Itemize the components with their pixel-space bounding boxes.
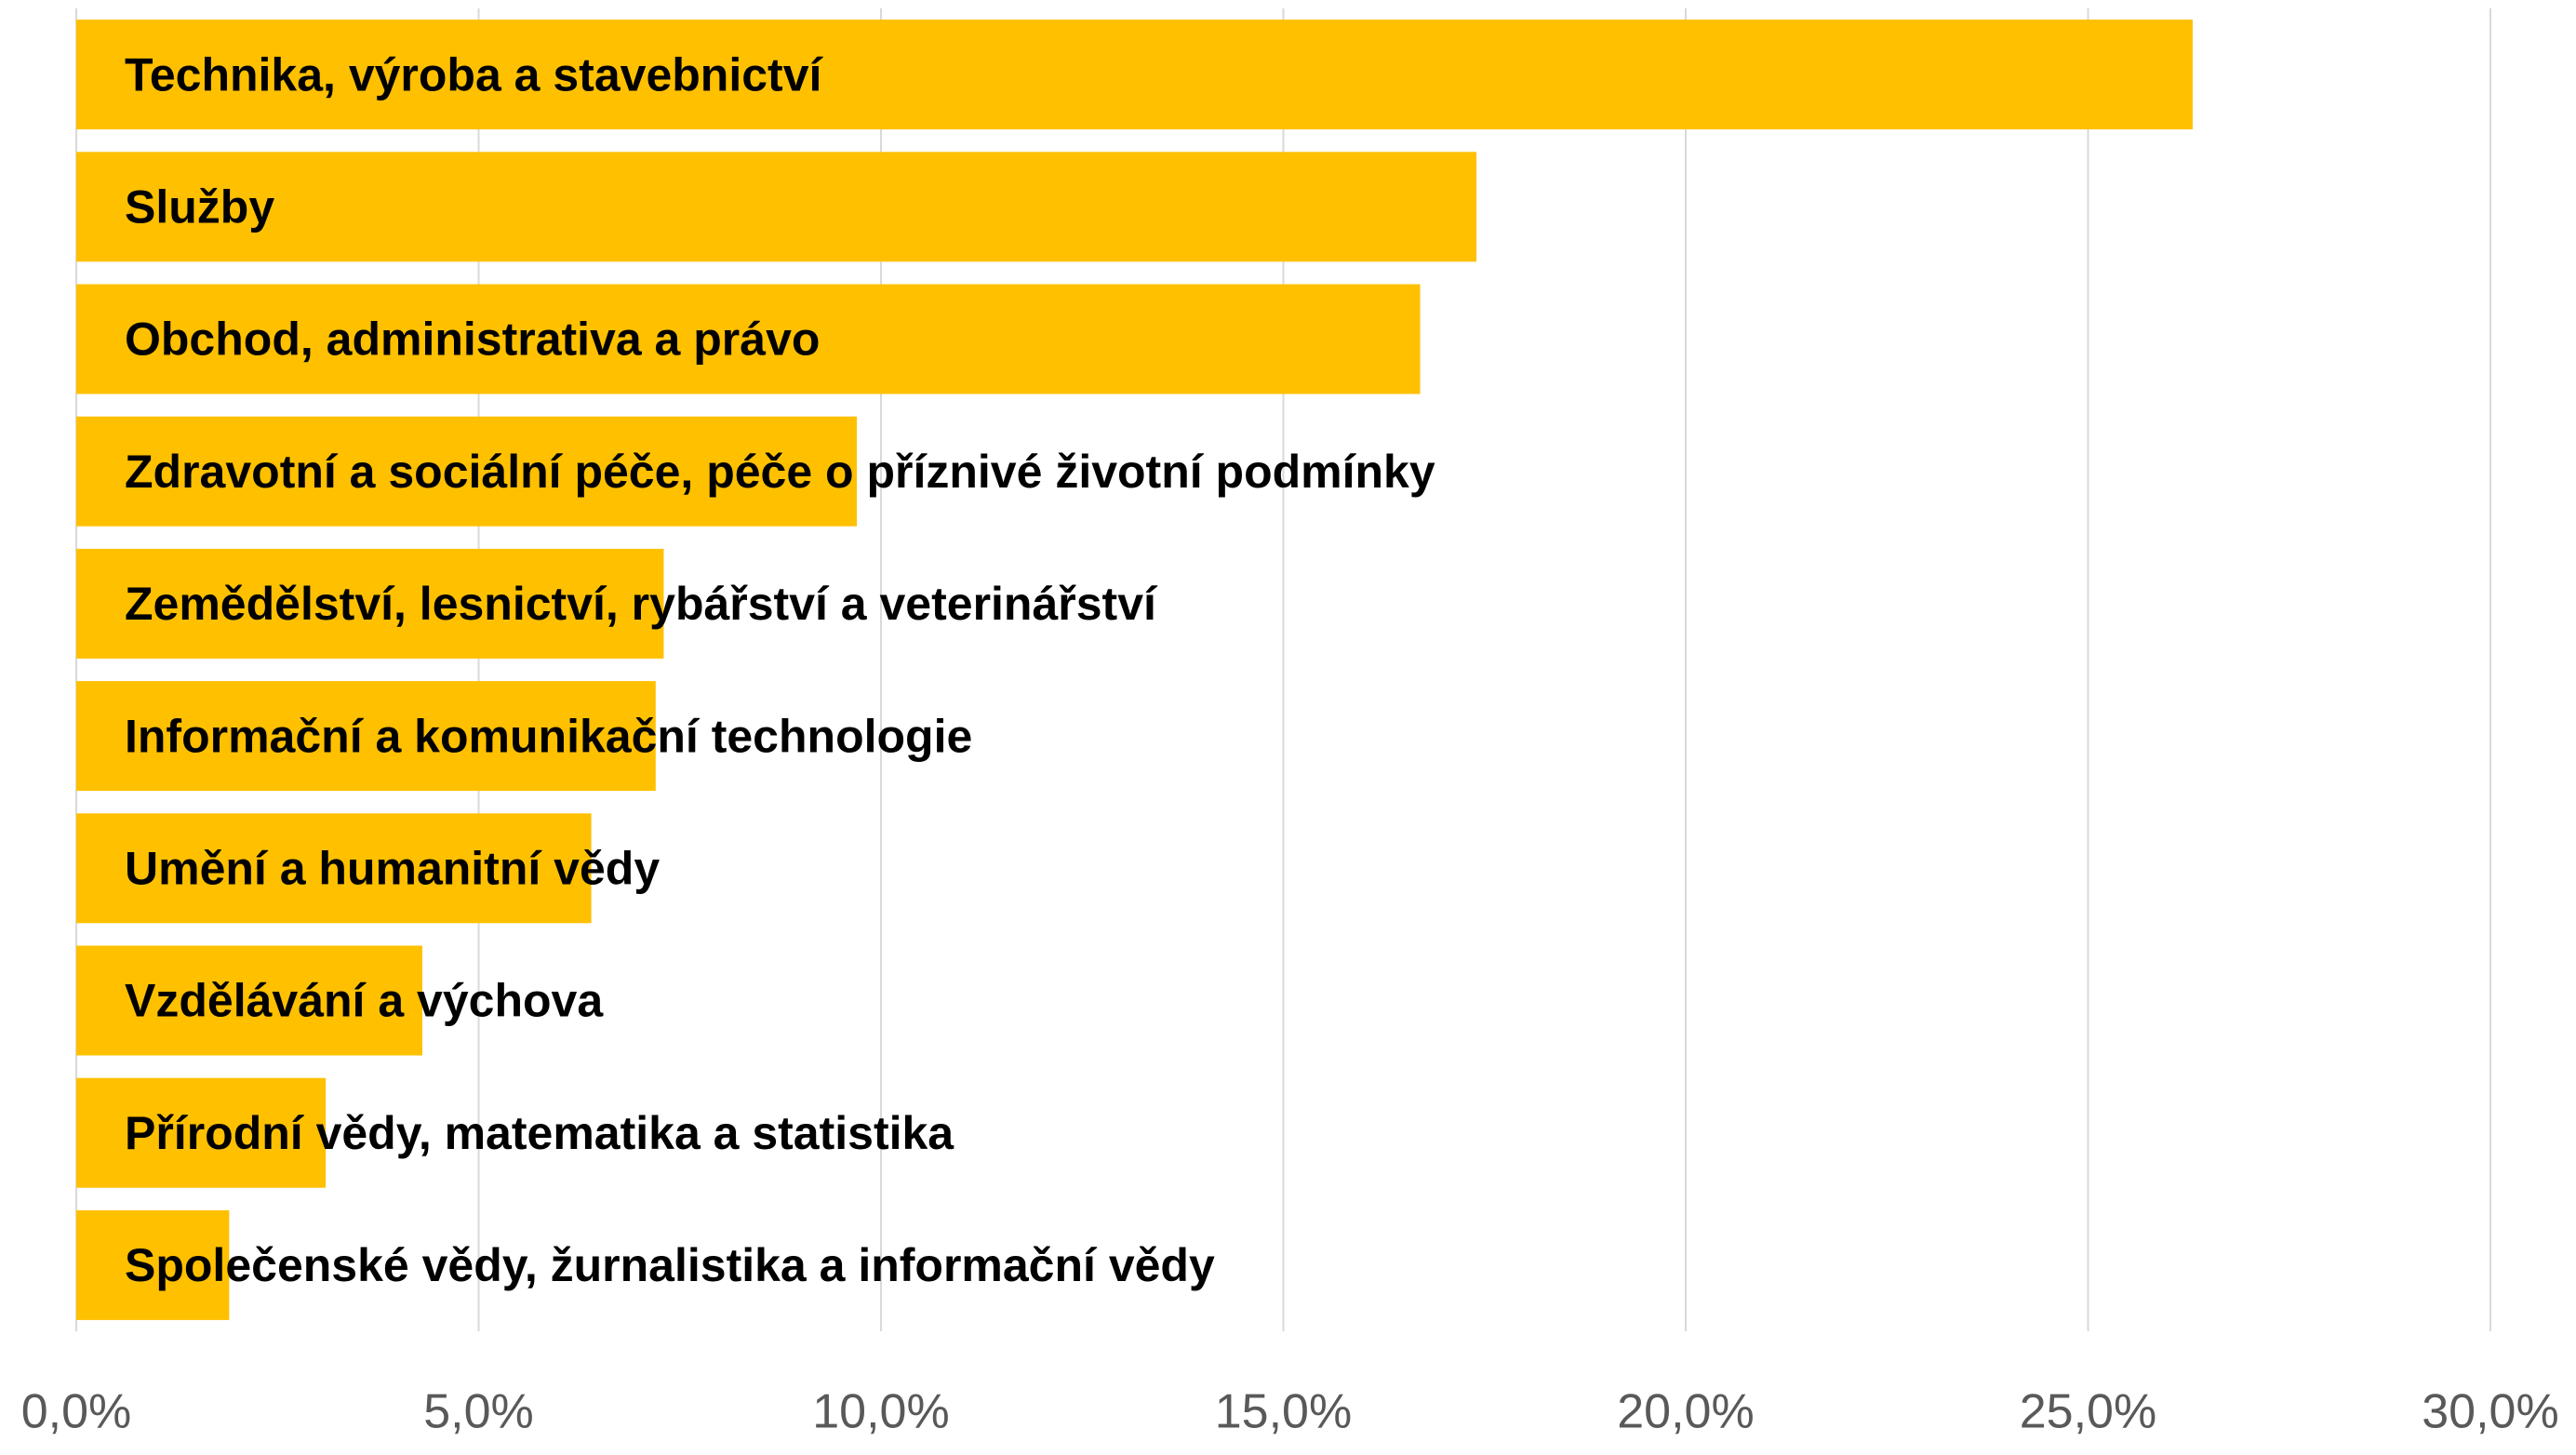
bar	[76, 681, 656, 792]
category-label: Zemědělství, lesnictví, rybářství a vete…	[125, 578, 1158, 630]
bar	[76, 416, 858, 527]
bar	[76, 1209, 230, 1320]
x-tick-label: 5,0%	[423, 1385, 534, 1439]
x-tick-label: 10,0%	[812, 1385, 949, 1439]
x-tick-label: 25,0%	[2020, 1385, 2156, 1439]
x-tick-label: 30,0%	[2422, 1385, 2558, 1439]
x-tick-label: 20,0%	[1617, 1385, 1754, 1439]
bar	[76, 284, 1421, 394]
category-label: Služby	[125, 181, 274, 234]
category-label: Vzdělávání a výchova	[125, 975, 604, 1027]
x-tick-label: 15,0%	[1215, 1385, 1352, 1439]
category-label: Obchod, administrativa a právo	[125, 314, 820, 366]
category-label: Přírodní vědy, matematika a statistika	[125, 1107, 954, 1159]
category-label: Zdravotní a sociální péče, péče o přízni…	[125, 446, 1435, 498]
category-label: Technika, výroba a stavebnictví	[125, 48, 823, 100]
x-tick-label: 0,0%	[21, 1385, 132, 1439]
bar	[76, 1077, 327, 1188]
bar	[76, 152, 1477, 262]
bar	[76, 945, 422, 1056]
category-label: Společenské vědy, žurnalistika a informa…	[125, 1239, 1215, 1291]
category-label: Informační a komunikační technologie	[125, 710, 972, 762]
bar	[76, 813, 592, 924]
bar	[76, 548, 664, 659]
category-label: Umění a humanitní vědy	[125, 843, 660, 895]
bar	[76, 20, 2193, 130]
